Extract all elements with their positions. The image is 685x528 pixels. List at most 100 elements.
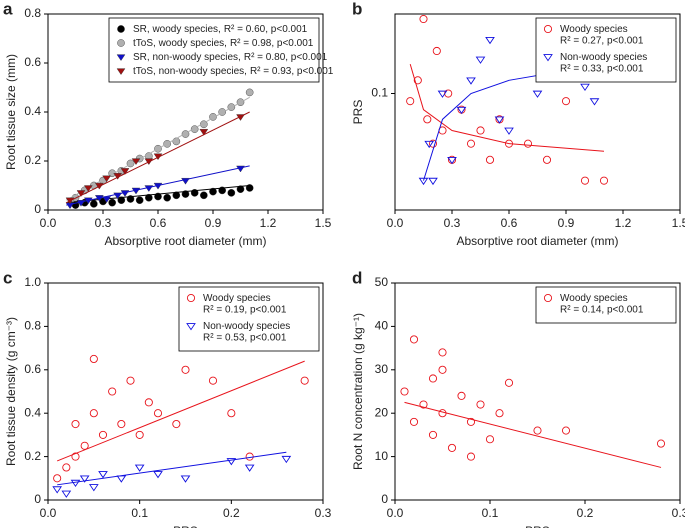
point <box>476 400 485 409</box>
y-tick-label: 0.2 <box>24 449 41 463</box>
point <box>428 374 438 383</box>
legend-name: Non-woody species <box>203 321 290 332</box>
x-tick-label: 1.5 <box>672 216 685 230</box>
point <box>76 190 86 197</box>
legend-box <box>178 286 320 352</box>
x-tick-label: 0.0 <box>387 216 404 230</box>
legend-box <box>108 17 320 83</box>
fit-line <box>57 451 287 486</box>
legend-stats: R² = 0.80, p<0.001 <box>244 52 328 63</box>
point <box>208 376 218 385</box>
y-tick-label: 0.4 <box>24 405 41 419</box>
legend-box <box>535 286 677 324</box>
x-tick-label: 0.3 <box>672 506 685 520</box>
legend-marker <box>116 68 126 75</box>
point <box>599 176 609 185</box>
x-tick-label: 1.2 <box>260 216 277 230</box>
point <box>209 187 217 196</box>
legend-name: tToS, non-woody species, <box>133 66 247 77</box>
legend-stats: R² = 0.53, p<0.001 <box>203 333 287 344</box>
y-tick-label: 0.6 <box>24 55 41 69</box>
point <box>542 155 552 164</box>
x-tick-label: 0.3 <box>95 216 112 230</box>
point <box>409 335 419 344</box>
x-tick-label: 0.0 <box>40 216 57 230</box>
point <box>145 193 153 202</box>
legend-entry: tToS, non-woody species, R² = 0.93, p<0.0… <box>133 66 334 77</box>
legend-entry: Woody species <box>560 293 628 304</box>
point <box>656 439 666 448</box>
point <box>89 354 98 364</box>
legend-marker <box>116 54 126 61</box>
point <box>423 115 432 124</box>
legend-marker <box>543 54 553 62</box>
point <box>172 191 181 200</box>
point <box>495 409 504 418</box>
point <box>90 200 98 208</box>
x-tick-label: 0.0 <box>40 506 57 520</box>
fit-line <box>409 64 605 152</box>
point <box>456 106 467 115</box>
legend-entry: SR, woody species, R² = 0.60, p<0.001 <box>133 24 308 35</box>
point <box>523 139 533 148</box>
x-tick-label: 0.6 <box>150 216 167 230</box>
point <box>438 348 447 357</box>
point <box>245 452 254 461</box>
point <box>245 88 254 97</box>
point <box>400 387 409 396</box>
point <box>116 475 127 483</box>
point <box>108 387 117 396</box>
x-axis-label: PRS <box>525 524 550 528</box>
point <box>199 129 209 136</box>
legend-name: SR, woody species, <box>133 24 221 35</box>
x-tick-label: 0.6 <box>501 216 518 230</box>
y-tick-label: 30 <box>375 362 389 376</box>
point <box>409 417 419 426</box>
point <box>71 419 80 429</box>
point <box>457 391 466 400</box>
legend-stats: R² = 0.93, p<0.001 <box>250 66 334 77</box>
point <box>98 430 108 439</box>
y-tick-label: 0 <box>34 202 41 216</box>
point <box>83 185 93 192</box>
x-tick-label: 0.2 <box>577 506 594 520</box>
panel: a 0.0 0.3 0.6 0.9 1.2 1.5 0 0.2 0.4 0.6 0.8 Absorpti… <box>3 0 334 248</box>
point <box>227 409 236 418</box>
point <box>580 176 590 185</box>
panel-letter: a <box>3 0 13 18</box>
legend-entry: tToS, woody species, R² = 0.98, p<0.001 <box>133 38 314 49</box>
y-tick-label: 0.2 <box>24 153 41 167</box>
point <box>53 474 62 483</box>
point <box>70 479 81 488</box>
y-tick-label: 0 <box>34 492 41 506</box>
point <box>561 97 571 106</box>
x-axis-label: PRS <box>173 524 198 528</box>
point <box>419 14 428 24</box>
x-tick-label: 0.2 <box>223 506 240 520</box>
point <box>79 475 90 483</box>
point <box>485 36 495 45</box>
legend-name: Woody species <box>203 293 271 304</box>
panel-letter: d <box>352 268 362 287</box>
panel: c 0.0 0.1 0.2 0.3 0 0.2 0.4 0.6 0.8 1.0 PRS Root tis… <box>3 268 332 528</box>
legend-entry: Woody species <box>560 24 628 35</box>
legend-stats: R² = 0.19, p<0.001 <box>203 305 287 316</box>
point <box>117 196 126 204</box>
point <box>561 426 571 435</box>
point <box>181 365 190 374</box>
x-tick-label: 1.2 <box>615 216 632 230</box>
x-tick-label: 0.9 <box>558 216 575 230</box>
point <box>589 98 600 106</box>
x-tick-label: 1.5 <box>315 216 332 230</box>
legend-entry: SR, non-woody species, R² = 0.80, p<0.001 <box>133 52 328 63</box>
legend-marker <box>186 323 196 331</box>
plot-frame <box>47 282 324 501</box>
point <box>102 175 112 183</box>
legend-entry: Non-woody species <box>560 52 647 63</box>
point <box>135 196 144 204</box>
panel-letter: b <box>352 0 362 18</box>
point <box>447 443 457 452</box>
point <box>504 378 514 387</box>
point <box>424 140 435 149</box>
point <box>71 452 80 461</box>
